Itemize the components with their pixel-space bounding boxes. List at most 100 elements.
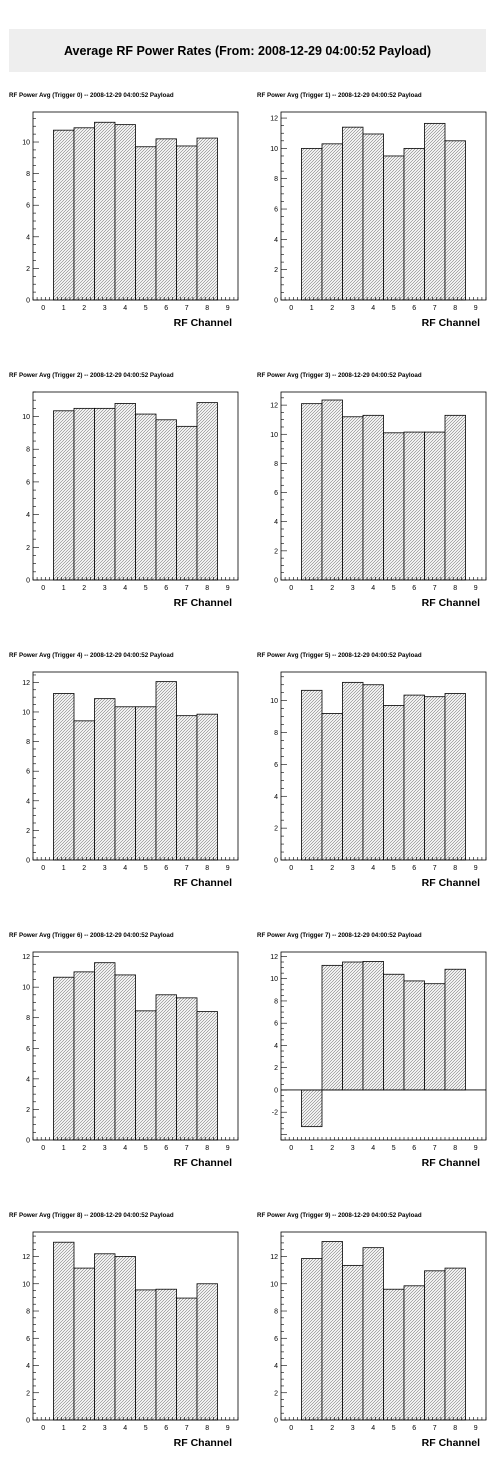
- chart-title: RF Power Avg (Trigger 3) -- 2008-12-29 0…: [257, 372, 422, 379]
- x-tick-label: 0: [41, 585, 45, 592]
- x-tick-label: 9: [226, 1145, 230, 1152]
- bar: [362, 961, 384, 1091]
- x-tick-label: 5: [144, 1145, 148, 1152]
- chart-title: RF Power Avg (Trigger 9) -- 2008-12-29 0…: [257, 1212, 422, 1219]
- y-tick-label: 0: [26, 578, 30, 585]
- y-tick-label: 2: [26, 1107, 30, 1114]
- main-title-box: Average RF Power Rates (From: 2008-12-29…: [9, 29, 486, 72]
- bar: [155, 419, 177, 581]
- y-tick-label: 0: [26, 1418, 30, 1425]
- y-tick-label: 10: [270, 976, 278, 983]
- x-tick-label: 1: [62, 1145, 66, 1152]
- bar: [383, 1288, 405, 1421]
- bar: [114, 403, 136, 581]
- bar: [301, 147, 323, 301]
- x-tick-label: 0: [289, 305, 293, 312]
- x-tick-label: 2: [330, 1145, 334, 1152]
- x-tick-label: 3: [103, 1145, 107, 1152]
- x-tick-label: 8: [453, 1425, 457, 1432]
- bar: [114, 706, 136, 861]
- y-tick-label: 8: [274, 998, 278, 1005]
- y-tick-label: 2: [274, 1390, 278, 1397]
- bar: [321, 964, 343, 1091]
- bar: [403, 980, 425, 1091]
- bar: [301, 1258, 323, 1421]
- x-tick-label: 8: [205, 865, 209, 872]
- x-tick-label: 4: [123, 1425, 127, 1432]
- x-tick-label: 9: [474, 865, 478, 872]
- x-tick-label: 1: [62, 585, 66, 592]
- x-tick-label: 3: [351, 1425, 355, 1432]
- x-tick-label: 0: [41, 1425, 45, 1432]
- bar: [73, 971, 95, 1141]
- x-tick-label: 2: [330, 305, 334, 312]
- x-tick-label: 1: [310, 865, 314, 872]
- bar: [444, 693, 466, 861]
- x-tick-label: 7: [433, 585, 437, 592]
- x-tick-label: 1: [310, 585, 314, 592]
- x-tick-label: 2: [330, 585, 334, 592]
- y-tick-label: 8: [274, 176, 278, 183]
- x-tick-label: 6: [412, 1145, 416, 1152]
- chart-title: RF Power Avg (Trigger 5) -- 2008-12-29 0…: [257, 652, 422, 659]
- y-tick-label: 6: [26, 203, 30, 210]
- y-tick-label: 10: [22, 985, 30, 992]
- bar: [444, 414, 466, 581]
- chart-panel-7: RF Power Avg (Trigger 7) -- 2008-12-29 0…: [257, 932, 487, 1169]
- x-tick-label: 4: [371, 585, 375, 592]
- x-axis-label: RF Channel: [422, 877, 480, 889]
- x-tick-label: 7: [185, 585, 189, 592]
- y-tick-label: 6: [26, 1336, 30, 1343]
- bar: [73, 407, 95, 581]
- bar: [196, 1011, 218, 1141]
- bar: [444, 1267, 466, 1421]
- y-tick-label: 6: [274, 762, 278, 769]
- x-tick-label: 5: [144, 865, 148, 872]
- y-tick-label: 2: [26, 266, 30, 273]
- y-tick-label: 12: [22, 680, 30, 687]
- bar: [135, 146, 157, 301]
- x-tick-label: 2: [330, 1425, 334, 1432]
- y-tick-label: 0: [26, 1138, 30, 1145]
- x-tick-label: 1: [62, 865, 66, 872]
- x-tick-label: 9: [226, 865, 230, 872]
- bar: [114, 124, 136, 301]
- bar: [135, 413, 157, 581]
- x-tick-label: 8: [453, 305, 457, 312]
- y-tick-label: 10: [270, 432, 278, 439]
- bar: [114, 974, 136, 1141]
- x-tick-label: 7: [433, 1145, 437, 1152]
- x-tick-label: 8: [205, 1145, 209, 1152]
- x-tick-label: 2: [82, 585, 86, 592]
- x-axis-label: RF Channel: [422, 597, 480, 609]
- y-tick-label: 8: [26, 739, 30, 746]
- bar: [94, 962, 116, 1141]
- bar: [342, 681, 364, 861]
- bar: [403, 147, 425, 301]
- bar: [424, 1270, 446, 1421]
- bar: [155, 138, 177, 301]
- bar: [383, 155, 405, 301]
- bar: [362, 414, 384, 581]
- y-tick-label: 0: [274, 578, 278, 585]
- y-tick-label: 2: [26, 545, 30, 552]
- bar: [53, 410, 75, 581]
- chart-title: RF Power Avg (Trigger 2) -- 2008-12-29 0…: [9, 372, 174, 379]
- x-tick-label: 8: [205, 585, 209, 592]
- bar: [342, 961, 364, 1091]
- bar: [362, 1247, 384, 1421]
- y-tick-label: 6: [274, 490, 278, 497]
- y-tick-label: 8: [26, 171, 30, 178]
- y-tick-label: 0: [26, 298, 30, 305]
- y-tick-label: 10: [22, 1281, 30, 1288]
- x-tick-label: 0: [289, 1145, 293, 1152]
- x-tick-label: 7: [185, 305, 189, 312]
- x-axis-label: RF Channel: [422, 1437, 480, 1449]
- bar: [196, 1283, 218, 1421]
- x-tick-label: 4: [371, 1145, 375, 1152]
- x-tick-label: 8: [453, 865, 457, 872]
- x-tick-label: 6: [164, 865, 168, 872]
- x-tick-label: 5: [392, 1425, 396, 1432]
- x-axis-label: RF Channel: [174, 317, 232, 329]
- bar: [321, 399, 343, 581]
